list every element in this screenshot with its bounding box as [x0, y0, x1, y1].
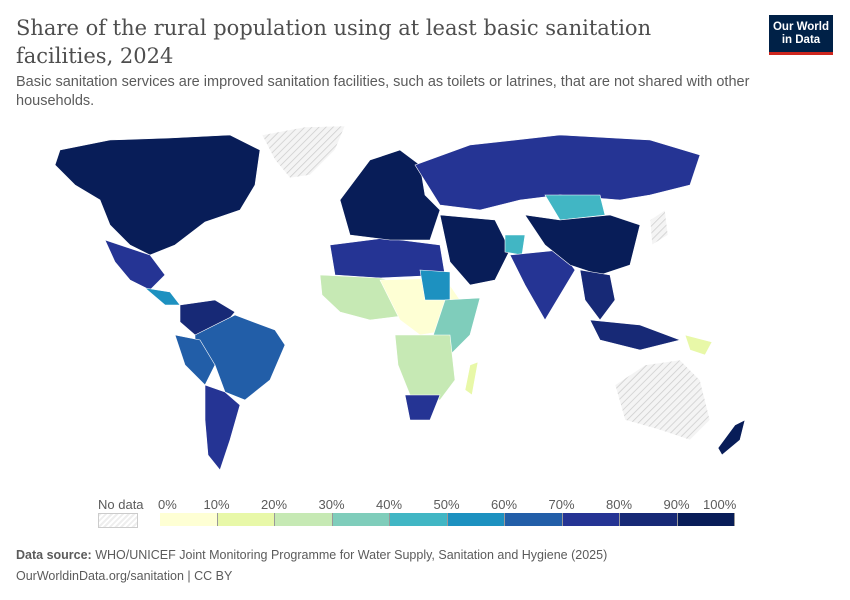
legend-bin-2[interactable] [275, 513, 333, 526]
region-new-zealand[interactable] [717, 419, 746, 456]
source-url[interactable]: OurWorldinData.org/sanitation | CC BY [16, 569, 233, 583]
region-afghanistan[interactable] [504, 234, 526, 256]
legend-tick: 20% [261, 497, 288, 512]
region-north-america[interactable] [54, 134, 261, 256]
region-southern-africa[interactable] [394, 334, 456, 401]
legend-tick: 90% [663, 497, 690, 512]
region-madagascar[interactable] [464, 361, 479, 396]
legend-tick: 40% [376, 497, 403, 512]
legend-tick: 0% [158, 497, 177, 512]
legend-tick: 70% [548, 497, 575, 512]
region-central-america[interactable] [143, 287, 181, 306]
region-mongolia[interactable] [544, 194, 606, 221]
owid-logo[interactable]: Our World in Data [769, 15, 833, 55]
legend-bin-0[interactable] [160, 513, 218, 526]
world-map [54, 125, 746, 471]
legend-bin-8[interactable] [620, 513, 678, 526]
region-papua-new-guinea[interactable] [684, 334, 713, 356]
legend-bin-7[interactable] [562, 513, 620, 526]
legend-bin-6[interactable] [505, 513, 563, 526]
legend-tick: 10% [203, 497, 230, 512]
no-data-label: No data [98, 497, 144, 512]
chart-subtitle: Basic sanitation services are improved s… [16, 74, 750, 109]
region-europe[interactable] [339, 149, 441, 241]
data-source: Data source: WHO/UNICEF Joint Monitoring… [16, 548, 607, 562]
region-southeast-asia[interactable] [579, 269, 616, 321]
region-australia[interactable] [614, 359, 711, 441]
legend-bin-5[interactable] [447, 513, 505, 526]
region-middle-east[interactable] [439, 214, 511, 286]
source-label: Data source: [16, 548, 92, 562]
legend-bin-1[interactable] [217, 513, 275, 526]
region-russia[interactable] [414, 134, 701, 211]
legend-bin-4[interactable] [390, 513, 448, 526]
region-peru-bolivia[interactable] [174, 334, 216, 386]
no-data-swatch[interactable] [98, 513, 138, 528]
color-scale [160, 513, 735, 526]
region-japan[interactable] [649, 209, 669, 246]
legend-bin-9[interactable] [677, 513, 735, 526]
legend-tick: 50% [433, 497, 460, 512]
region-indonesia[interactable] [589, 319, 682, 351]
source-text: WHO/UNICEF Joint Monitoring Programme fo… [95, 548, 608, 562]
legend-tick: 80% [606, 497, 633, 512]
region-greenland[interactable] [261, 125, 346, 179]
chart-title: Share of the rural population using at l… [16, 16, 652, 68]
legend-tick: 30% [318, 497, 345, 512]
legend-tick: 100% [703, 497, 737, 512]
region-china[interactable] [524, 214, 641, 276]
region-southern-cone[interactable] [204, 384, 241, 471]
logo-text: Our World in Data [772, 20, 829, 46]
region-south-africa[interactable] [404, 394, 441, 421]
legend-tick: 60% [491, 497, 518, 512]
region-sudan[interactable] [419, 269, 451, 301]
legend-bin-3[interactable] [332, 513, 390, 526]
